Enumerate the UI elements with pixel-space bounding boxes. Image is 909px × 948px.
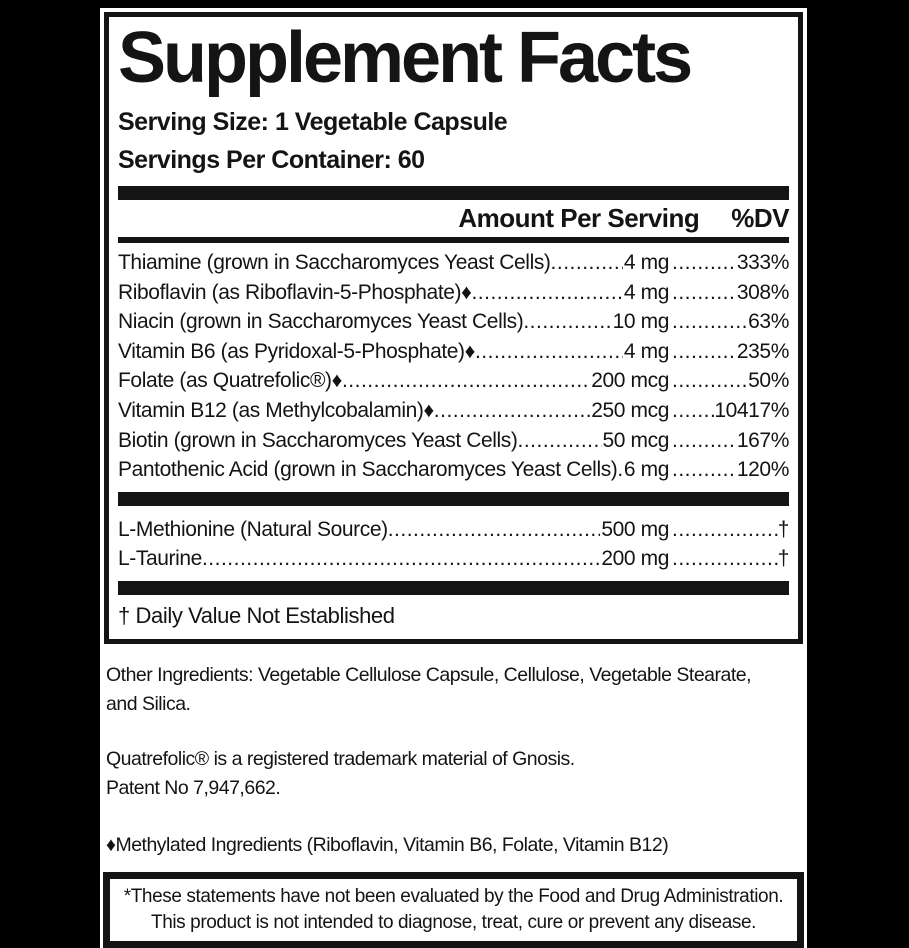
ingredient-daily-value: 235%	[736, 339, 789, 363]
divider-bar-thin	[118, 237, 789, 243]
daily-value-footnote: † Daily Value Not Established	[118, 602, 395, 628]
ingredient-amount: 6 mg	[623, 458, 669, 482]
ingredient-tail: 235%	[669, 337, 789, 367]
ingredient-name: Folate (as Quatrefolic®)♦	[118, 369, 342, 393]
ingredient-name: Vitamin B12 (as Methylcobalamin)♦	[118, 398, 434, 422]
ingredient-tail: 333%	[669, 248, 789, 278]
dot-leader	[475, 337, 623, 367]
servings-per-container: Servings Per Container: 60	[118, 146, 425, 174]
ingredient-name: Pantothenic Acid (grown in Saccharomyces…	[118, 458, 618, 482]
label-column: Supplement Facts Serving Size: 1 Vegetab…	[100, 8, 807, 948]
divider-bar-mid	[118, 580, 789, 595]
methylated-ingredients-text: ♦Methylated Ingredients (Riboflavin, Vit…	[106, 833, 669, 856]
ingredient-name: Vitamin B6 (as Pyridoxal-5-Phosphate)♦	[118, 339, 475, 363]
dot-leader	[551, 248, 623, 278]
dot-leader	[669, 337, 737, 367]
dot-leader	[669, 248, 737, 278]
ingredient-tail: †	[669, 544, 789, 574]
ingredient-row: Pantothenic Acid (grown in Saccharomyces…	[118, 455, 789, 485]
divider-bar-mid	[118, 491, 789, 506]
ingredient-daily-value: 63%	[748, 310, 789, 334]
ingredient-row: Biotin (grown in Saccharomyces Yeast Cel…	[118, 426, 789, 456]
dot-leader	[202, 544, 600, 574]
supplement-label-image: { "colors": { "ink": "#141414", "paper":…	[0, 0, 909, 909]
ingredient-amount: 4 mg	[623, 280, 669, 304]
dot-leader	[434, 396, 590, 426]
dot-leader	[669, 278, 737, 308]
ingredient-amount: 200 mcg	[591, 369, 669, 393]
ingredient-tail: †	[669, 515, 789, 545]
divider-bar-thick	[118, 186, 789, 200]
dot-leader	[388, 515, 601, 545]
dot-leader	[471, 278, 622, 308]
dot-leader	[669, 515, 778, 545]
ingredient-row: Niacin (grown in Saccharomyces Yeast Cel…	[118, 307, 789, 337]
disclaimer-line-1: *These statements have not been evaluate…	[123, 885, 784, 907]
supplement-facts-title: Supplement Facts	[118, 18, 693, 98]
dot-leader	[342, 366, 590, 396]
ingredient-row: L-Methionine (Natural Source) 500 mg †	[118, 515, 789, 545]
ingredient-amount: 10 mg	[612, 310, 670, 334]
ingredient-daily-value: 120%	[736, 458, 789, 482]
ingredient-name: L-Taurine	[118, 547, 202, 571]
spacer	[106, 719, 797, 745]
ingredient-daily-value: †	[777, 547, 789, 571]
ingredient-row: Folate (as Quatrefolic®)♦ 200 mcg 50%	[118, 366, 789, 396]
info-panel: Other Ingredients: Vegetable Cellulose C…	[100, 643, 807, 872]
ingredient-row: L-Taurine 200 mg †	[118, 544, 789, 574]
column-header: Amount Per Serving %DV	[118, 200, 789, 237]
patent-text: Patent No 7,947,662.	[106, 776, 281, 799]
ingredient-name: Riboflavin (as Riboflavin-5-Phosphate)♦	[118, 280, 472, 304]
ingredient-amount: 4 mg	[623, 251, 669, 274]
ingredient-tail: 10417%	[669, 396, 789, 426]
ingredient-daily-value: 333%	[736, 251, 789, 274]
ingredient-amount: 500 mg	[601, 517, 669, 541]
ingredient-amount: 50 mcg	[602, 428, 670, 452]
ingredient-row: Vitamin B12 (as Methylcobalamin)♦ 250 mc…	[118, 396, 789, 426]
amount-per-serving-header: Amount Per Serving	[458, 203, 700, 233]
ingredient-daily-value: 50%	[748, 369, 789, 393]
dot-leader	[669, 544, 778, 574]
ingredient-name: Biotin (grown in Saccharomyces Yeast Cel…	[118, 428, 518, 452]
percent-dv-header: %DV	[731, 203, 789, 233]
disclaimer-line-2: This product is not intended to diagnose…	[150, 911, 757, 933]
dot-leader	[518, 426, 602, 456]
amino-acid-rows: L-Methionine (Natural Source) 500 mg † L…	[118, 510, 789, 577]
ingredient-tail: 167%	[669, 426, 789, 456]
ingredient-row: Vitamin B6 (as Pyridoxal-5-Phosphate)♦ 4…	[118, 337, 789, 367]
ingredient-daily-value: 167%	[736, 428, 789, 452]
ingredient-daily-value: 10417%	[714, 398, 789, 422]
ingredient-amount: 200 mg	[601, 547, 669, 571]
other-ingredients-text: Other Ingredients: Vegetable Cellulose C…	[106, 663, 752, 715]
serving-size: Serving Size: 1 Vegetable Capsule	[118, 108, 508, 136]
dot-leader	[669, 307, 748, 337]
ingredient-name: L-Methionine (Natural Source)	[118, 517, 388, 541]
ingredient-name: Thiamine (grown in Saccharomyces Yeast C…	[118, 251, 551, 274]
ingredient-tail: 63%	[669, 307, 789, 337]
trademark-text: Quatrefolic® is a registered trademark m…	[106, 747, 575, 770]
ingredient-daily-value: †	[777, 517, 789, 541]
dot-leader	[523, 307, 611, 337]
dot-leader	[669, 366, 748, 396]
spacer	[106, 803, 797, 831]
ingredient-amount: 250 mcg	[591, 398, 669, 422]
ingredient-row: Thiamine (grown in Saccharomyces Yeast C…	[118, 248, 789, 278]
dot-leader	[669, 455, 737, 485]
ingredient-name: Niacin (grown in Saccharomyces Yeast Cel…	[118, 310, 524, 334]
ingredient-daily-value: 308%	[736, 280, 789, 304]
vitamin-rows: Thiamine (grown in Saccharomyces Yeast C…	[118, 243, 789, 488]
ingredient-tail: 308%	[669, 278, 789, 308]
ingredient-tail: 50%	[669, 366, 789, 396]
ingredient-tail: 120%	[669, 455, 789, 485]
fda-disclaimer-box: *These statements have not been evaluate…	[103, 871, 804, 948]
dot-leader	[669, 426, 737, 456]
supplement-facts-box: Supplement Facts Serving Size: 1 Vegetab…	[104, 12, 803, 644]
ingredient-amount: 4 mg	[623, 339, 669, 363]
dot-leader	[669, 396, 714, 426]
ingredient-row: Riboflavin (as Riboflavin-5-Phosphate)♦ …	[118, 278, 789, 308]
